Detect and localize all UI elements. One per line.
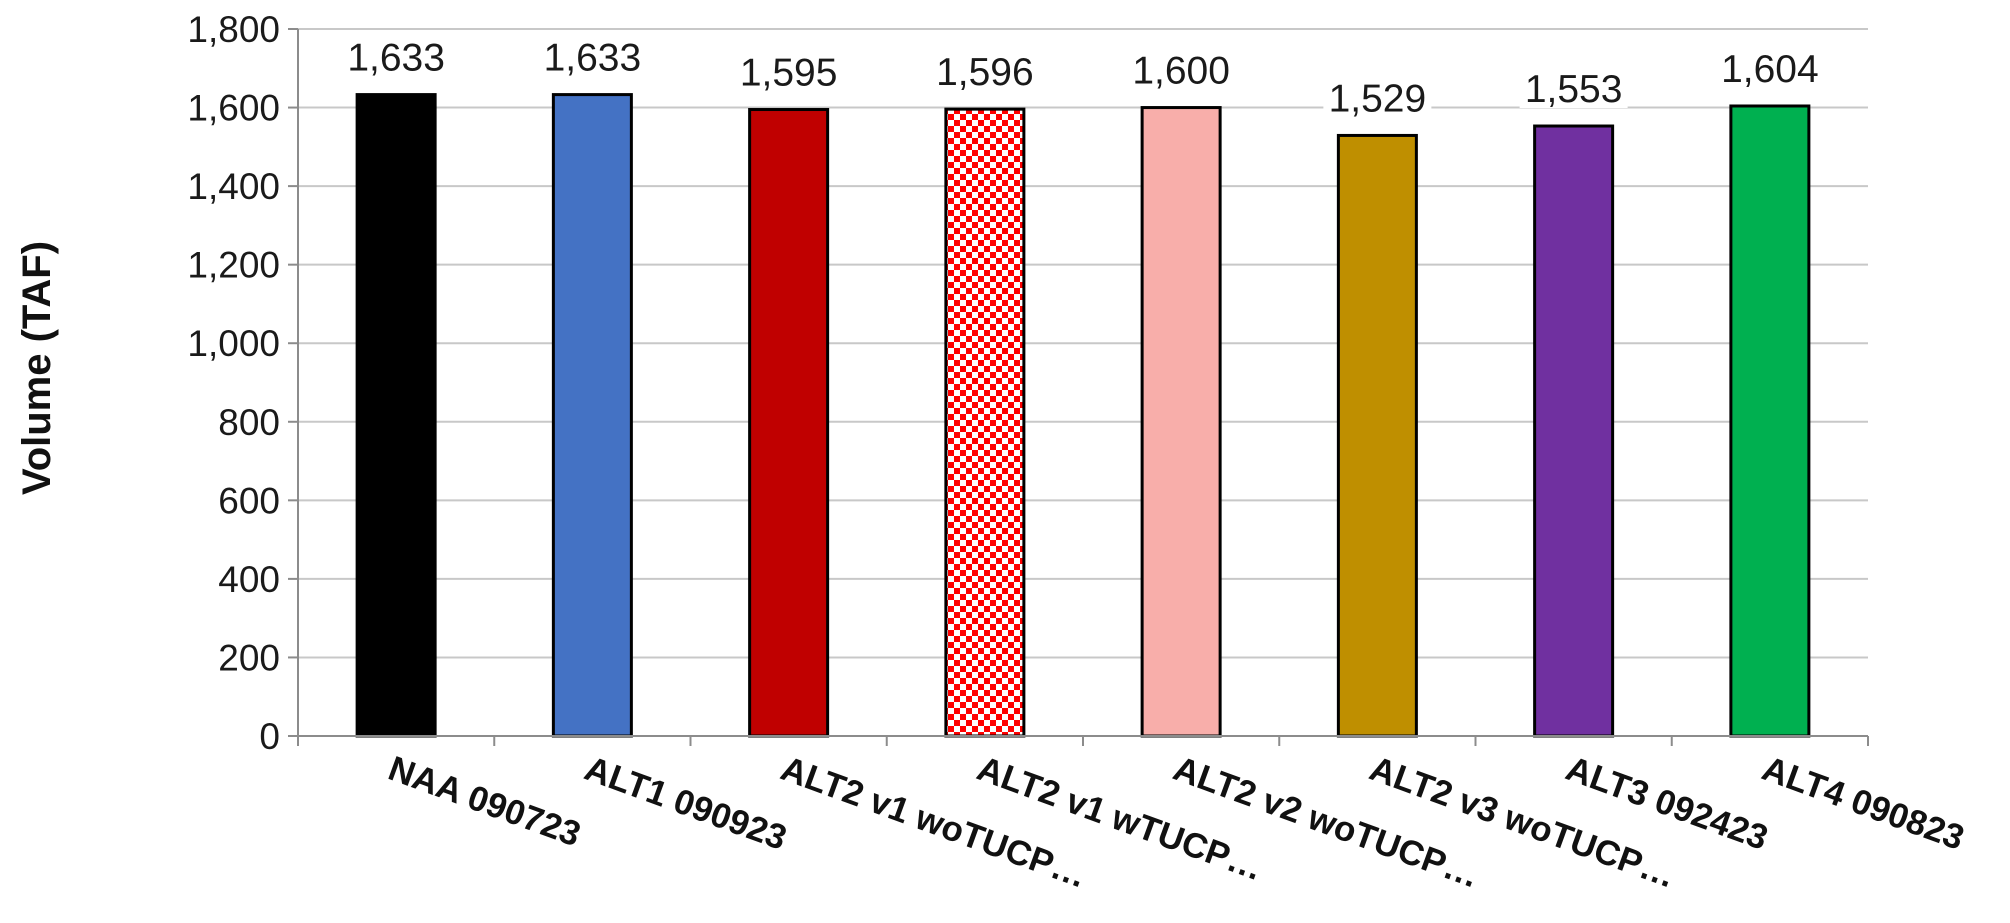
labels: 0 200 400 600 800 1,000 1,200 1,400 1,600 1,800 1,… <box>187 9 1969 896</box>
x-tick-label: ALT4 090823 <box>1757 749 1969 858</box>
x-tick-label: ALT1 090923 <box>580 749 792 858</box>
y-tick-label: 400 <box>218 559 280 600</box>
data-label: 1,595 <box>740 52 838 95</box>
bar <box>551 93 633 738</box>
data-label: 1,604 <box>1721 48 1819 91</box>
data-label-background <box>1715 43 1824 88</box>
bar <box>355 93 437 738</box>
x-tick-label: NAA 090723 <box>383 749 585 854</box>
axes <box>288 28 1869 746</box>
bar <box>1336 133 1418 738</box>
bars <box>355 93 1811 738</box>
data-label-background <box>930 47 1039 92</box>
data-label: 1,600 <box>1132 50 1230 93</box>
bar <box>1140 106 1222 738</box>
data-label: 1,553 <box>1525 68 1623 111</box>
y-tick-label: 1,000 <box>187 323 280 364</box>
y-tick-label: 1,600 <box>187 88 280 129</box>
data-label: 1,633 <box>347 37 445 80</box>
bar <box>748 108 830 738</box>
data-label: 1,633 <box>544 37 642 80</box>
data-label-background <box>1323 73 1432 118</box>
data-label-background <box>538 32 647 77</box>
y-tick-label: 1,200 <box>187 245 280 286</box>
y-tick-label: 200 <box>218 637 280 678</box>
gridlines <box>298 28 1868 659</box>
data-label: 1,529 <box>1329 77 1427 120</box>
data-label: 1,596 <box>936 51 1034 94</box>
data-label-background <box>342 32 451 77</box>
data-label-background <box>734 47 843 92</box>
y-tick-label: 1,800 <box>187 9 280 50</box>
y-tick-label: 1,400 <box>187 166 280 207</box>
data-label-background <box>1127 45 1236 90</box>
bar <box>944 107 1026 738</box>
data-label-background <box>1519 64 1628 109</box>
y-axis-title: Volume (TAF) <box>15 241 59 495</box>
y-tick-label: 800 <box>218 402 280 443</box>
bar <box>1533 124 1615 738</box>
y-tick-label: 0 <box>259 716 280 757</box>
bar <box>1729 104 1811 738</box>
y-tick-label: 600 <box>218 480 280 521</box>
